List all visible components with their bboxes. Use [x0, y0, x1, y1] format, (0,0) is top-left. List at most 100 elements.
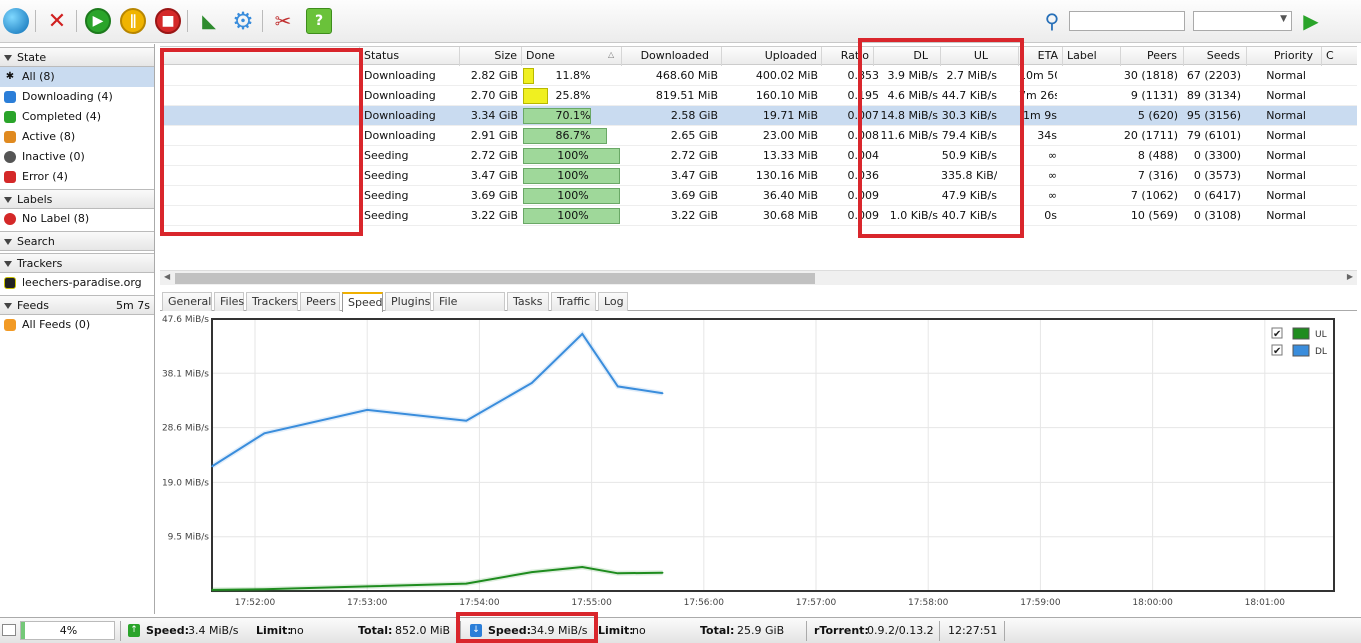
table-row[interactable]: Seeding 3.47 GiB 3.47 GiB 130.16 MiB 0.036 33… — [160, 166, 1357, 186]
sidebar-item-completed[interactable]: Completed (4) — [0, 107, 154, 127]
tab-traffic[interactable]: Traffic — [551, 292, 596, 311]
highlight-box-name-column — [160, 48, 363, 236]
col-eta[interactable]: ETA — [1019, 47, 1063, 66]
search-engine-select[interactable]: ▼ — [1193, 11, 1292, 31]
table-row[interactable]: Seeding 3.69 GiB 3.69 GiB 36.40 MiB 0.009 47.… — [160, 186, 1357, 206]
table-row[interactable]: Downloading 3.34 GiB 2.58 GiB 19.71 MiB 0.00… — [160, 106, 1357, 126]
col-priority[interactable]: Priority — [1247, 47, 1322, 66]
ul-speed-value: 3.4 MiB/s — [188, 624, 239, 637]
col-ul[interactable]: UL — [941, 47, 1019, 66]
ul-limit-value[interactable]: no — [290, 624, 304, 637]
go-search-icon[interactable]: ▶ — [1303, 9, 1319, 33]
progress-checkbox[interactable] — [2, 624, 16, 636]
col-peers[interactable]: Peers — [1121, 47, 1184, 66]
x-tick-label: 17:52:00 — [235, 598, 276, 608]
horizontal-scrollbar[interactable]: ◀ ▶ — [160, 270, 1357, 285]
scroll-right-icon[interactable]: ▶ — [1346, 272, 1353, 281]
cell-status: Downloading — [364, 89, 436, 102]
tab-peers[interactable]: Peers — [300, 292, 340, 311]
cell-downloaded: 2.72 GiB — [670, 149, 718, 162]
tab-plugins[interactable]: Plugins — [385, 292, 431, 311]
cell-size: 2.91 GiB — [470, 129, 518, 142]
sidebar-item-tracker[interactable]: leechers-paradise.org (8) — [0, 273, 154, 309]
table-row[interactable]: Downloading 2.70 GiB 819.51 MiB 160.10 MiB 0… — [160, 86, 1357, 106]
table-row[interactable]: Downloading 2.91 GiB 2.65 GiB 23.00 MiB 0.00… — [160, 126, 1357, 146]
ul-total-label: Total: — [358, 624, 393, 637]
sidebar-item-inactive[interactable]: Inactive (0) — [0, 147, 154, 167]
table-row[interactable]: Downloading 2.82 GiB 468.60 MiB 400.02 MiB 0… — [160, 66, 1357, 86]
dl-limit-value[interactable]: no — [632, 624, 646, 637]
table-row[interactable]: Seeding 3.22 GiB 3.22 GiB 30.68 MiB 0.009 1.0… — [160, 206, 1357, 226]
feeds-header[interactable]: Feeds 5m 7s — [0, 295, 154, 315]
sidebar-item-all[interactable]: ✱ All (8) — [0, 67, 154, 87]
rss-icon[interactable]: ◣ — [202, 10, 216, 32]
scrollbar-thumb[interactable] — [175, 273, 815, 284]
cell-size: 2.82 GiB — [470, 69, 518, 82]
search-input[interactable] — [1069, 11, 1185, 31]
help-icon[interactable]: ? — [306, 8, 332, 34]
legend-swatch — [1292, 327, 1310, 340]
sidebar-item-downloading[interactable]: Downloading (4) — [0, 87, 154, 107]
cell-uploaded: 160.10 MiB — [755, 89, 818, 102]
done-progress-fill — [523, 148, 620, 164]
add-torrent-icon[interactable] — [3, 8, 29, 34]
state-header[interactable]: State — [0, 47, 154, 67]
cell-ratio: 0.009 — [847, 209, 880, 222]
col-downloaded[interactable]: Downloaded — [622, 47, 722, 66]
done-progress-bar: 100% — [523, 188, 620, 204]
col-dl[interactable]: DL — [874, 47, 941, 66]
col-label[interactable]: Label — [1063, 47, 1121, 66]
cell-peers: 9 (1131) — [1130, 89, 1178, 102]
done-progress-bar: 100% — [523, 208, 620, 224]
legend-swatch — [1292, 344, 1310, 357]
col-status[interactable]: Status — [360, 47, 460, 66]
y-tick-label: 38.1 MiB/s — [162, 369, 209, 379]
status-separator — [1004, 621, 1005, 641]
col-seeds[interactable]: Seeds — [1184, 47, 1247, 66]
status-separator — [939, 621, 940, 641]
tab-files[interactable]: Files — [214, 292, 244, 311]
legend-checkbox[interactable] — [1271, 344, 1283, 356]
done-progress-fill — [523, 208, 620, 224]
search-icon[interactable]: ⚲ — [1044, 9, 1060, 33]
sidebar-item-all-feeds[interactable]: All Feeds (0) — [0, 315, 154, 335]
tab-speed[interactable]: Speed — [342, 292, 383, 312]
labels-header[interactable]: Labels — [0, 189, 154, 209]
scroll-left-icon[interactable]: ◀ — [164, 272, 171, 281]
collapse-triangle-icon — [4, 261, 12, 267]
cell-priority: Normal — [1266, 189, 1306, 202]
pause-icon[interactable]: ∥ — [120, 8, 146, 34]
done-percent: 100% — [557, 189, 589, 202]
data-point-dl — [366, 409, 369, 411]
search-header[interactable]: Search — [0, 231, 154, 251]
data-point-ul — [211, 589, 213, 591]
legend-checkbox[interactable] — [1271, 327, 1283, 339]
tab-general[interactable]: General — [162, 292, 212, 311]
stop-icon[interactable]: ■ — [155, 8, 181, 34]
col-size[interactable]: Size — [460, 47, 522, 66]
plot-frame — [211, 318, 1335, 592]
tab-tasks[interactable]: Tasks — [507, 292, 549, 311]
col-done[interactable]: Done — [522, 47, 622, 66]
col-c[interactable]: C — [1326, 49, 1334, 62]
sidebar-item-active[interactable]: Active (8) — [0, 127, 154, 147]
cell-seeds: 95 (3156) — [1186, 109, 1241, 122]
download-arrow-icon: ↓ — [470, 624, 482, 637]
settings-gear-icon[interactable]: ⚙ — [232, 7, 254, 35]
tab-trackers[interactable]: Trackers — [246, 292, 298, 311]
x-tick-label: 17:54:00 — [459, 598, 500, 608]
start-icon[interactable]: ▶ — [85, 8, 111, 34]
sidebar-item-no-label[interactable]: No Label (8) — [0, 209, 154, 229]
col-uploaded[interactable]: Uploaded — [722, 47, 822, 66]
table-row[interactable]: Seeding 2.72 GiB 2.72 GiB 13.33 MiB 0.004 50.… — [160, 146, 1357, 166]
sidebar-item-error[interactable]: Error (4) — [0, 167, 154, 187]
tab-file-manager[interactable]: File Manager — [433, 292, 505, 326]
tools-icon[interactable]: ✂ — [274, 9, 292, 33]
trackers-header[interactable]: Trackers — [0, 253, 154, 273]
done-progress-bar: 100% — [523, 148, 620, 164]
ul-limit-label: Limit: — [256, 624, 292, 637]
tab-log[interactable]: Log — [598, 292, 628, 311]
remove-icon[interactable]: ✕ — [47, 8, 67, 34]
torrent-table-header: Status Size Done Downloaded Uploaded Rat… — [160, 46, 1357, 66]
done-percent: 100% — [557, 209, 589, 222]
